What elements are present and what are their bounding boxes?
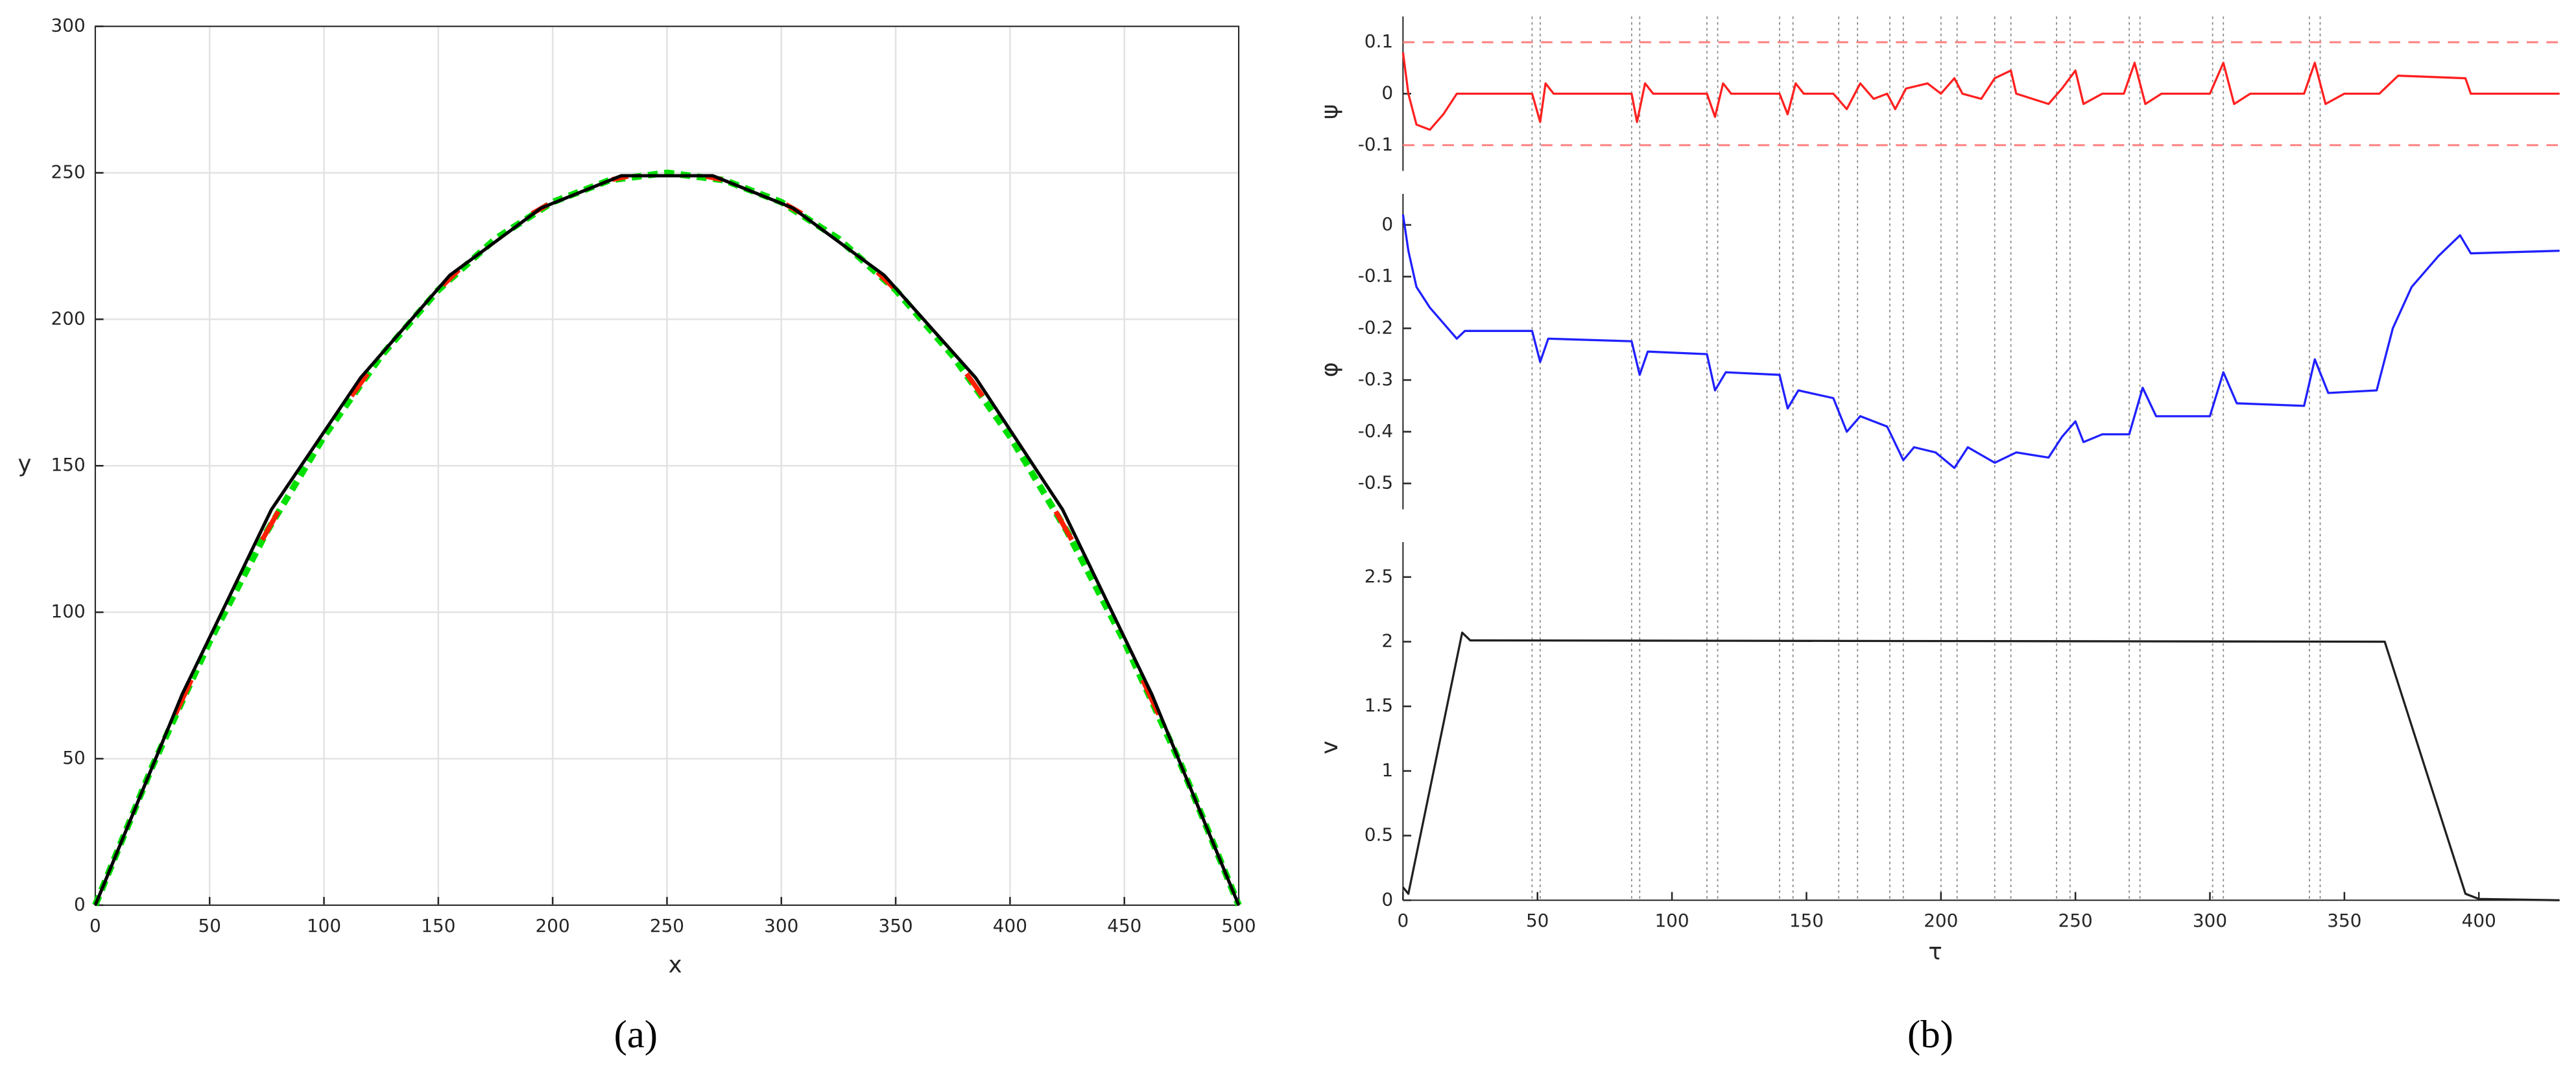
y-tick-label: 50 [62,747,85,768]
y-tick-label: 0.5 [1365,824,1393,846]
panel-label: (b) [1907,1013,1953,1056]
y-axis-label: y [18,451,32,477]
x-tick-label: 0 [89,915,101,936]
y-tick-label: 0 [1381,888,1393,910]
x-tick-label: 450 [1107,915,1141,936]
x-tick-label: 0 [1397,910,1409,931]
x-tick-label: 50 [1526,910,1549,931]
y-tick-label: 100 [51,600,86,622]
x-tick-label: 100 [307,915,341,936]
y-axis-label: φ [1317,362,1343,377]
x-tick-label: 300 [2193,910,2227,931]
y-tick-label: 0 [74,894,86,915]
y-tick-label: -0.1 [1358,134,1393,155]
y-axis-label: ψ [1317,104,1343,119]
data-line [1401,214,2560,469]
x-tick-label: 200 [1924,910,1958,931]
y-tick-label: 0.1 [1365,30,1393,52]
x-tick-label: 150 [1789,910,1824,931]
x-axis-label: τ [1928,938,1942,965]
y-tick-label: 200 [51,307,86,329]
x-axis-label: x [669,952,682,979]
y-tick-label: 0 [1381,82,1393,103]
y-tick-label: -0.4 [1358,420,1393,442]
x-tick-label: 150 [421,915,455,936]
y-tick-label: -0.1 [1358,265,1393,287]
y-tick-label: 2.5 [1365,565,1393,587]
data-line [1401,52,2560,131]
x-tick-label: 250 [650,915,684,936]
y-tick-label: 0 [1381,213,1393,235]
x-tick-label: 50 [198,915,221,936]
x-tick-label: 350 [2327,910,2361,931]
x-tick-label: 350 [878,915,912,936]
axes-box [94,25,1240,906]
y-tick-label: -0.3 [1358,368,1393,390]
y-tick-label: 1 [1381,759,1393,781]
x-tick-label: 200 [536,915,570,936]
data-line [92,169,1242,907]
x-tick-label: 250 [2058,910,2093,931]
y-tick-label: 1.5 [1365,695,1393,716]
y-axis-label: v [1317,741,1343,754]
x-tick-label: 500 [1221,915,1256,936]
y-tick-label: 300 [51,15,86,36]
x-tick-label: 300 [764,915,798,936]
y-tick-label: 2 [1381,630,1393,652]
data-line [93,174,1241,906]
panel-label: (a) [614,1013,658,1056]
y-tick-label: 250 [51,161,86,182]
x-tick-label: 400 [993,915,1027,936]
x-tick-label: 100 [1654,910,1689,931]
y-tick-label: -0.5 [1358,472,1393,493]
x-tick-label: 400 [2462,910,2496,931]
data-line [1402,631,2560,901]
y-tick-label: -0.2 [1358,316,1393,338]
y-tick-label: 150 [51,454,86,475]
